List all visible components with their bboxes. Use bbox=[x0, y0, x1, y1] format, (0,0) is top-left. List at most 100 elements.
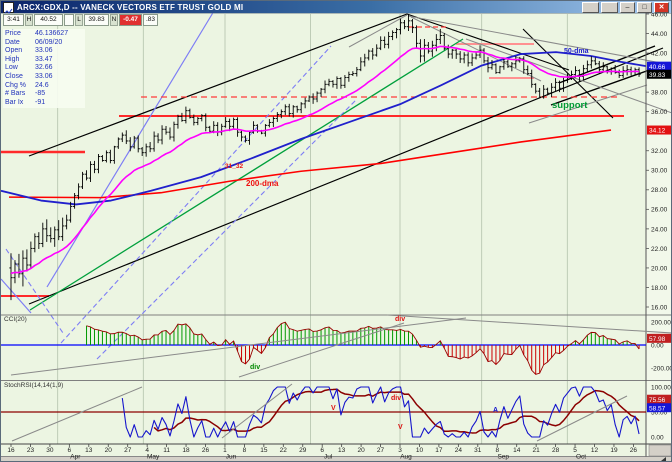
panel-separators bbox=[1, 12, 671, 457]
high-label: H bbox=[25, 14, 33, 26]
svg-text:28: 28 bbox=[552, 447, 560, 454]
net-label: N bbox=[110, 14, 118, 26]
svg-text:23: 23 bbox=[27, 447, 35, 454]
title-bar[interactable]: ARCX:GDX,D -- VANECK VECTORS ETF TRUST G… bbox=[1, 1, 671, 14]
svg-text:8: 8 bbox=[243, 447, 247, 454]
svg-text:44.00: 44.00 bbox=[651, 31, 668, 38]
svg-text:30.00: 30.00 bbox=[651, 168, 668, 175]
svg-text:34.12: 34.12 bbox=[649, 128, 666, 135]
svg-text:14: 14 bbox=[513, 447, 521, 454]
svg-text:20.00: 20.00 bbox=[651, 265, 668, 272]
info-value: 24.6 bbox=[35, 81, 49, 89]
bar-info-panel: Price 46.136627 Date 06/09/20 Open 33.06 Hi… bbox=[3, 29, 85, 109]
low-field[interactable]: 39.83 bbox=[84, 14, 109, 26]
svg-text:18: 18 bbox=[182, 447, 190, 454]
svg-text:50.00: 50.00 bbox=[651, 409, 668, 416]
quote-time-field[interactable]: 3:41 bbox=[3, 14, 24, 26]
tool-button-2[interactable] bbox=[601, 2, 618, 13]
svg-text:12: 12 bbox=[591, 447, 599, 454]
svg-text:1: 1 bbox=[223, 447, 227, 454]
svg-text:Jun: Jun bbox=[226, 454, 237, 461]
svg-text:11: 11 bbox=[163, 447, 170, 454]
svg-text:0.00: 0.00 bbox=[651, 342, 664, 349]
svg-text:26: 26 bbox=[630, 447, 638, 454]
svg-text:16.00: 16.00 bbox=[651, 304, 668, 311]
svg-text:-200.00: -200.00 bbox=[651, 365, 672, 372]
svg-text:27: 27 bbox=[377, 447, 385, 454]
high-field[interactable]: 40.52 bbox=[34, 14, 63, 26]
last-field[interactable]: .83 bbox=[143, 14, 158, 26]
low-label: L bbox=[75, 14, 83, 26]
svg-text:Oct: Oct bbox=[576, 454, 586, 461]
info-label: # Bars bbox=[5, 90, 26, 98]
svg-text:21: 21 bbox=[533, 447, 541, 454]
svg-text:6: 6 bbox=[320, 447, 324, 454]
svg-text:15: 15 bbox=[260, 447, 268, 454]
svg-text:19: 19 bbox=[610, 447, 618, 454]
svg-text:26: 26 bbox=[202, 447, 210, 454]
trendlines bbox=[1, 10, 671, 360]
svg-text:Apr: Apr bbox=[70, 454, 81, 461]
svg-text:20: 20 bbox=[105, 447, 113, 454]
app-icon bbox=[3, 1, 14, 14]
info-value: -91 bbox=[35, 98, 46, 106]
minimize-button[interactable]: – bbox=[620, 2, 635, 13]
svg-text:Aug: Aug bbox=[400, 454, 412, 461]
svg-text:38.00: 38.00 bbox=[651, 90, 668, 97]
close-icon[interactable]: ✕ bbox=[654, 2, 669, 13]
svg-text:57.98: 57.98 bbox=[649, 336, 666, 343]
info-label: Chg % bbox=[5, 81, 27, 89]
svg-text:28.00: 28.00 bbox=[651, 187, 668, 194]
svg-text:31: 31 bbox=[474, 447, 482, 454]
svg-text:May: May bbox=[147, 454, 160, 461]
svg-text:Jul: Jul bbox=[324, 454, 333, 461]
info-value: -85 bbox=[35, 90, 46, 98]
svg-text:18.00: 18.00 bbox=[651, 285, 668, 292]
spacer-field[interactable] bbox=[64, 14, 74, 26]
svg-text:0.00: 0.00 bbox=[651, 434, 664, 441]
info-value: 33.06 bbox=[35, 72, 53, 80]
window-title: ARCX:GDX,D -- VANECK VECTORS ETF TRUST G… bbox=[17, 2, 244, 12]
info-label: Bar Ix bbox=[5, 98, 24, 106]
stochrsi-trendlines bbox=[11, 383, 628, 442]
tool-button-1[interactable] bbox=[582, 2, 599, 13]
info-label: High bbox=[5, 55, 20, 63]
svg-text:30: 30 bbox=[46, 447, 54, 454]
svg-text:3: 3 bbox=[398, 447, 402, 454]
cci-axis[interactable]: 200.00 0.00 -200.00 57.98 bbox=[647, 319, 672, 372]
ma50-line bbox=[1, 51, 647, 206]
quote-row: 3:41 H 40.52 L 39.83 N -0.47 .83 bbox=[3, 14, 159, 26]
svg-text:17: 17 bbox=[435, 447, 443, 454]
svg-text:20: 20 bbox=[357, 447, 365, 454]
price-axis[interactable]: 46.00 44.00 42.00 38.00 36.00 32.00 30.00 28.00… bbox=[646, 11, 672, 311]
svg-text:46.00: 46.00 bbox=[651, 11, 668, 18]
svg-text:42.00: 42.00 bbox=[651, 50, 668, 57]
svg-text:4: 4 bbox=[145, 447, 149, 454]
svg-text:Sep: Sep bbox=[497, 454, 509, 461]
ma200-line bbox=[8, 129, 612, 199]
info-value: 32.66 bbox=[35, 64, 53, 72]
info-label: Low bbox=[5, 64, 18, 72]
svg-text:58.57: 58.57 bbox=[649, 405, 666, 412]
svg-text:22.00: 22.00 bbox=[651, 246, 668, 253]
svg-text:13: 13 bbox=[85, 447, 93, 454]
info-label: Close bbox=[5, 72, 23, 80]
svg-text:26.00: 26.00 bbox=[651, 207, 668, 214]
svg-text:27: 27 bbox=[124, 447, 132, 454]
price-bars bbox=[9, 14, 641, 301]
net-change-field[interactable]: -0.47 bbox=[119, 14, 142, 26]
svg-text:24: 24 bbox=[455, 447, 463, 454]
svg-text:32.00: 32.00 bbox=[651, 148, 668, 155]
window-buttons: – □ ✕ bbox=[582, 2, 669, 13]
date-axis[interactable]: 16 23 30 6 13 20 27 4 11 18 26 1 8 15 22 29 6 13 20 27 3 10 17… bbox=[7, 444, 637, 461]
ema20-line bbox=[10, 45, 640, 275]
svg-text:39.83: 39.83 bbox=[649, 72, 666, 79]
info-label: Price bbox=[5, 30, 21, 37]
restore-button[interactable]: □ bbox=[637, 2, 652, 13]
svg-text:24.00: 24.00 bbox=[651, 226, 668, 233]
svg-text:13: 13 bbox=[338, 447, 346, 454]
info-label: Date bbox=[5, 38, 20, 46]
